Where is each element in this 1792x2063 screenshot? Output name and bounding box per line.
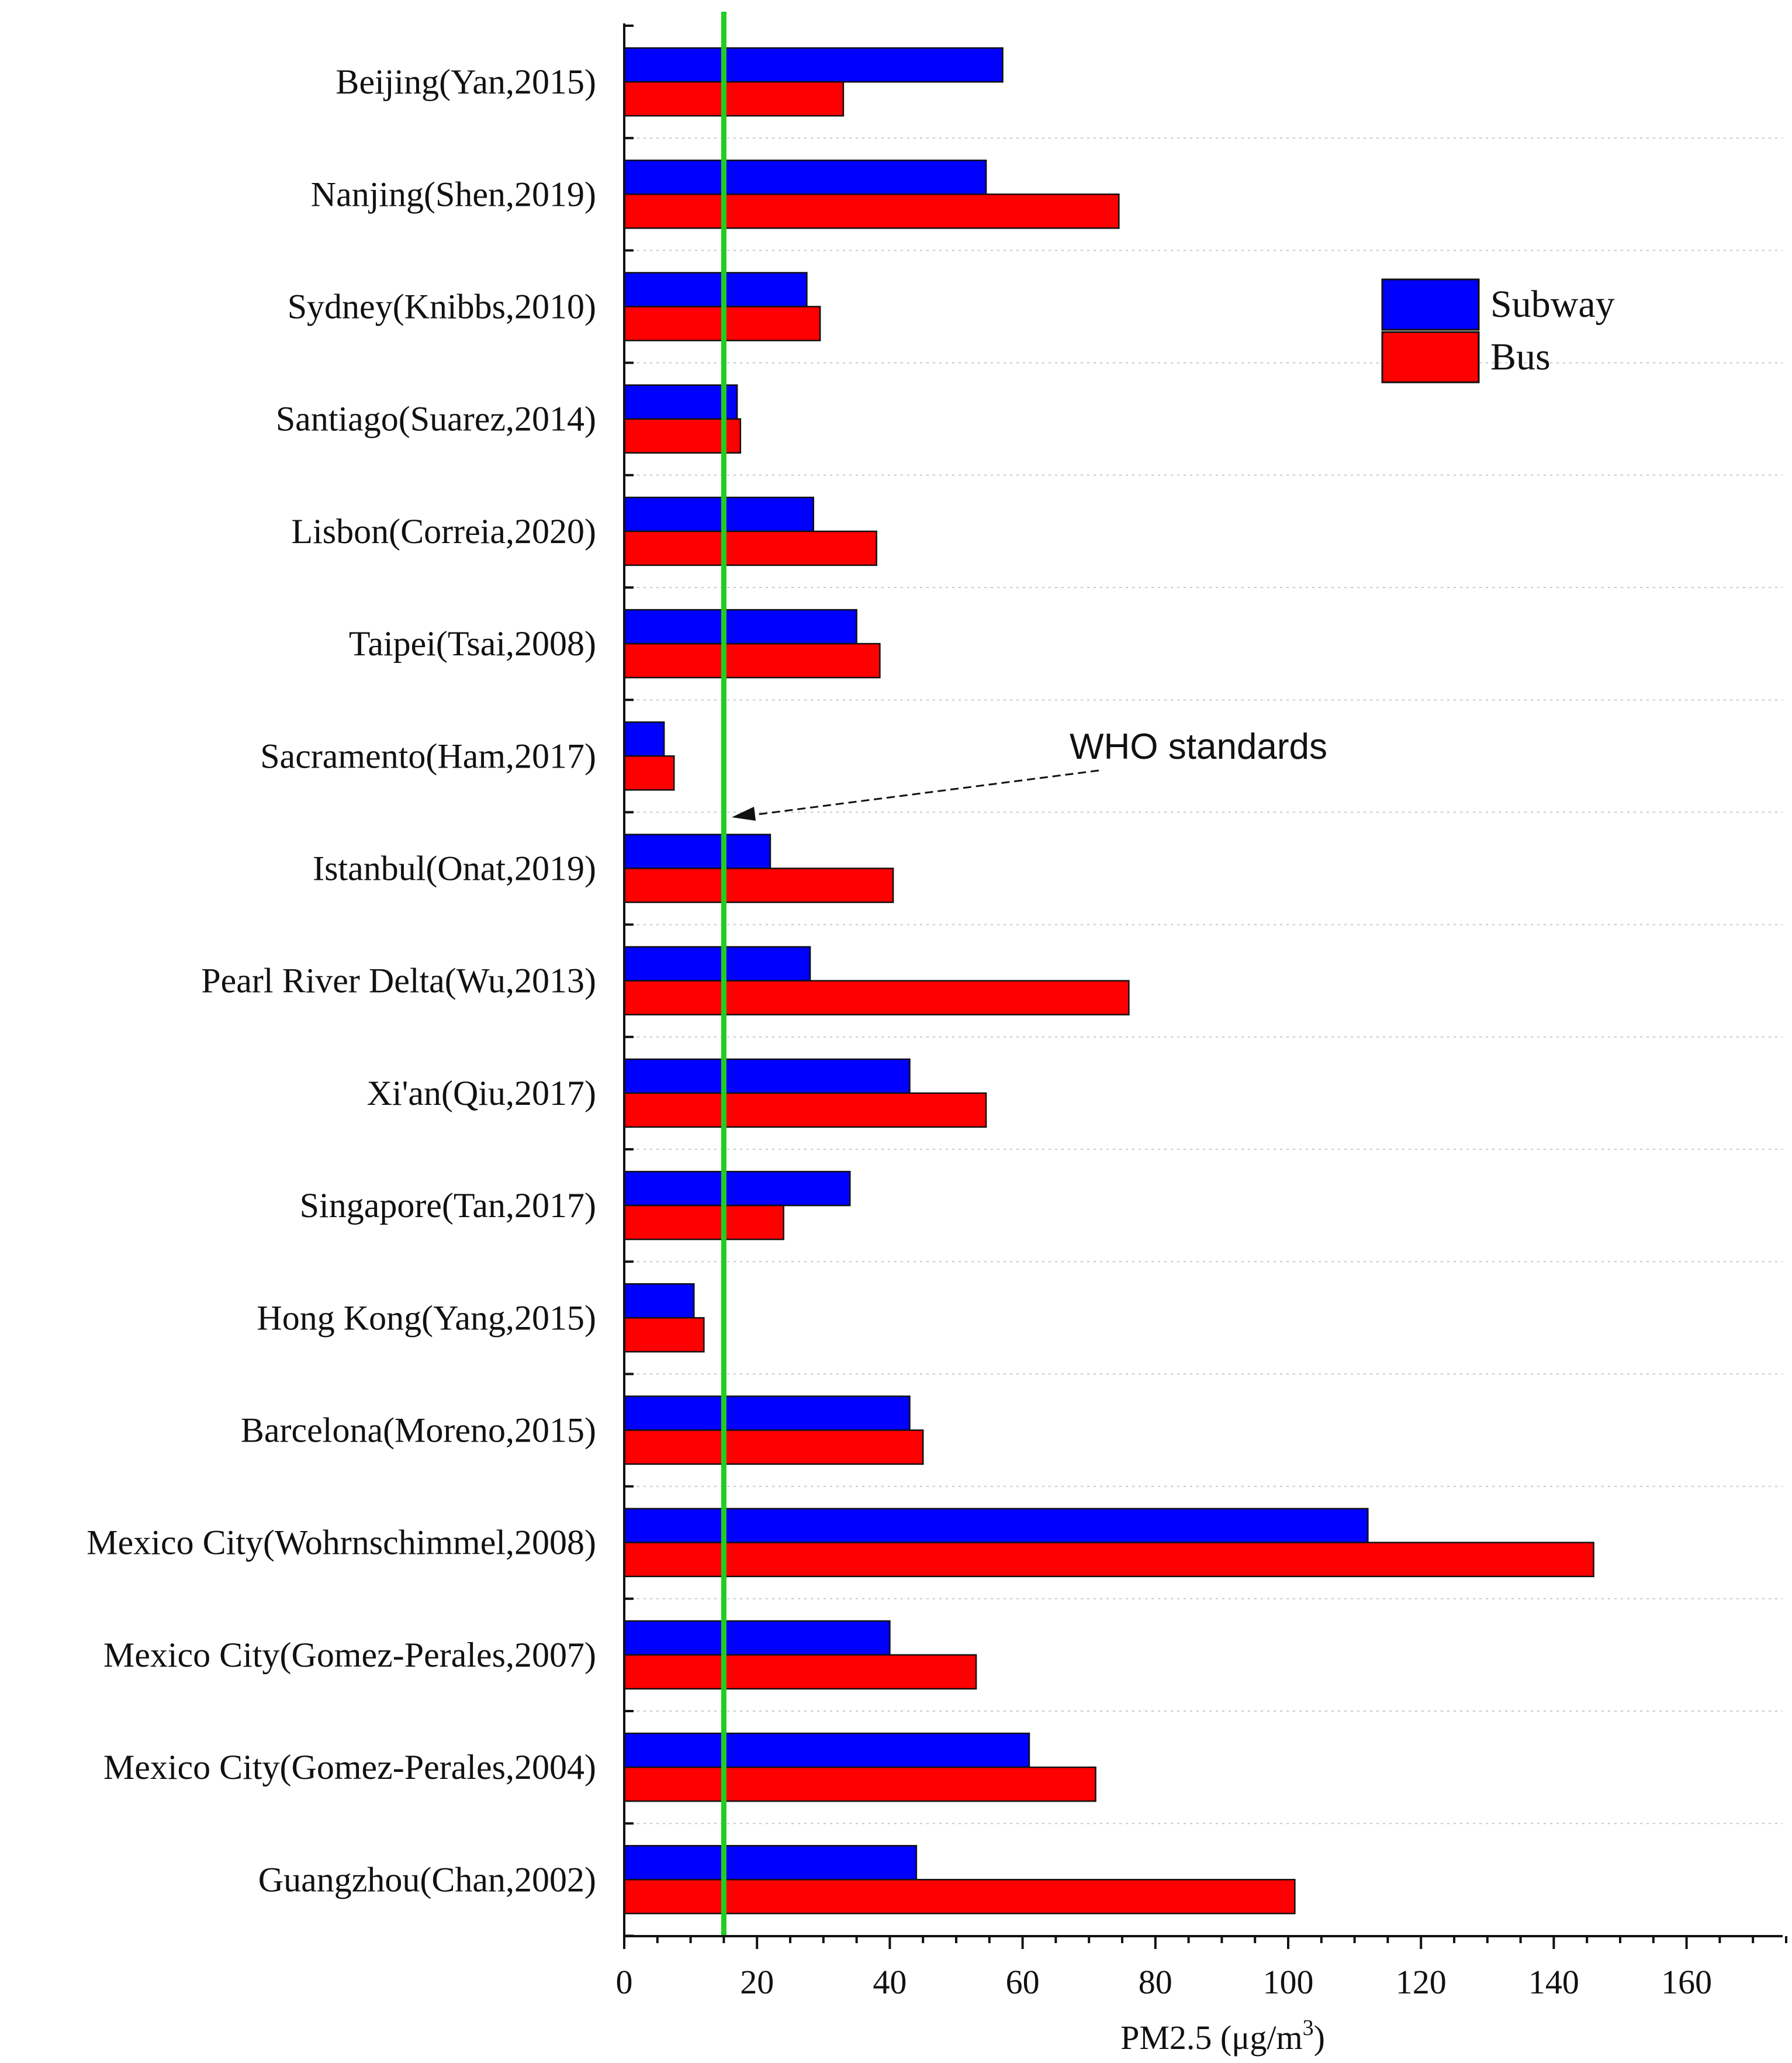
category-label: Xi'an(Qiu,2017) bbox=[367, 1074, 596, 1112]
category-label: Sacramento(Ham,2017) bbox=[260, 737, 596, 775]
bar-bus bbox=[623, 755, 675, 791]
bar-subway bbox=[623, 496, 815, 533]
bar-bus bbox=[623, 1542, 1594, 1577]
category-label: Mexico City(Wohrnschimmel,2008) bbox=[87, 1523, 596, 1562]
bar-subway bbox=[623, 946, 811, 982]
category-label: Nanjing(Shen,2019) bbox=[311, 175, 596, 213]
bar-bus bbox=[623, 193, 1120, 229]
who-arrow-head bbox=[732, 807, 756, 821]
bar-bus bbox=[623, 1204, 784, 1240]
x-tick-label: 120 bbox=[1396, 1963, 1447, 2001]
bar-subway bbox=[623, 1058, 911, 1094]
legend-swatch-subway bbox=[1381, 278, 1480, 331]
category-label: Pearl River Delta(Wu,2013) bbox=[201, 962, 596, 1000]
category-label: Mexico City(Gomez-Perales,2007) bbox=[103, 1636, 596, 1674]
legend-swatch-bus bbox=[1381, 331, 1480, 383]
category-label: Istanbul(Onat,2019) bbox=[313, 849, 596, 888]
bar-subway bbox=[623, 1283, 695, 1319]
who-label: WHO standards bbox=[1070, 727, 1327, 767]
bar-bus bbox=[623, 1092, 987, 1128]
x-tick-label: 20 bbox=[740, 1963, 774, 2001]
category-label: Taipei(Tsai,2008) bbox=[349, 624, 596, 663]
bar-bus bbox=[623, 868, 894, 903]
bar-subway bbox=[623, 47, 1004, 83]
bar-subway bbox=[623, 272, 808, 307]
category-label: Mexico City(Gomez-Perales,2004) bbox=[103, 1748, 596, 1786]
bar-bus bbox=[623, 530, 877, 566]
bar-subway bbox=[623, 1620, 891, 1656]
x-tick-label: 100 bbox=[1263, 1963, 1314, 2001]
bar-subway bbox=[623, 609, 857, 645]
bar-subway bbox=[623, 1508, 1369, 1543]
bar-subway bbox=[623, 160, 987, 195]
bar-subway bbox=[623, 1395, 911, 1431]
category-label: Sydney(Knibbs,2010) bbox=[288, 288, 596, 326]
category-label: Beijing(Yan,2015) bbox=[335, 63, 596, 101]
bar-bus bbox=[623, 1879, 1296, 1915]
category-label: Guangzhou(Chan,2002) bbox=[258, 1860, 596, 1899]
who-annotation: WHO standards bbox=[732, 727, 1327, 821]
bar-subway bbox=[623, 384, 738, 420]
category-label: Singapore(Tan,2017) bbox=[300, 1186, 596, 1225]
bar-bus bbox=[623, 1429, 924, 1465]
bar-subway bbox=[623, 834, 772, 869]
bars bbox=[623, 47, 1594, 1915]
legend-label-subway: Subway bbox=[1490, 283, 1615, 326]
bar-bus bbox=[623, 1766, 1096, 1802]
legend: Subway Bus bbox=[1381, 278, 1615, 383]
x-tick-label: 40 bbox=[873, 1963, 907, 2001]
category-label: Barcelona(Moreno,2015) bbox=[241, 1411, 596, 1450]
bar-bus bbox=[623, 980, 1130, 1015]
bar-bus bbox=[623, 1317, 705, 1353]
category-label: Lisbon(Correia,2020) bbox=[291, 512, 596, 551]
who-arrow-line bbox=[739, 769, 1099, 818]
category-labels: Beijing(Yan,2015) Nanjing(Shen,2019) Sydne… bbox=[87, 63, 596, 1899]
x-tick-label: 140 bbox=[1528, 1963, 1579, 2001]
x-tick-label: 160 bbox=[1661, 1963, 1712, 2001]
bar-bus bbox=[623, 81, 845, 117]
grid-lines bbox=[624, 137, 1783, 1824]
x-axis-title: PM2.5 (μg/m3) bbox=[1120, 2016, 1325, 2057]
bar-bus bbox=[623, 642, 881, 679]
x-tick-label: 80 bbox=[1139, 1963, 1172, 2001]
category-label: Santiago(Suarez,2014) bbox=[276, 400, 596, 438]
x-tick-label: 60 bbox=[1006, 1963, 1040, 2001]
bar-bus bbox=[623, 1654, 977, 1690]
x-tick-label: 0 bbox=[616, 1963, 633, 2001]
category-label: Hong Kong(Yang,2015) bbox=[257, 1298, 596, 1337]
bar-subway bbox=[623, 721, 665, 757]
bar-subway bbox=[623, 1170, 851, 1207]
legend-label-bus: Bus bbox=[1490, 336, 1551, 378]
axes: 0 20 40 60 80 100 120 140 160 bbox=[616, 23, 1787, 2001]
bar-subway bbox=[623, 1845, 918, 1881]
bar-subway bbox=[623, 1732, 1030, 1768]
